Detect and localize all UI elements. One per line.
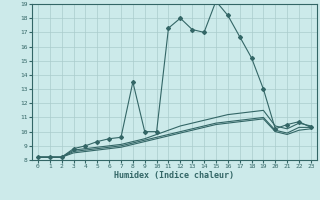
X-axis label: Humidex (Indice chaleur): Humidex (Indice chaleur)	[115, 171, 234, 180]
